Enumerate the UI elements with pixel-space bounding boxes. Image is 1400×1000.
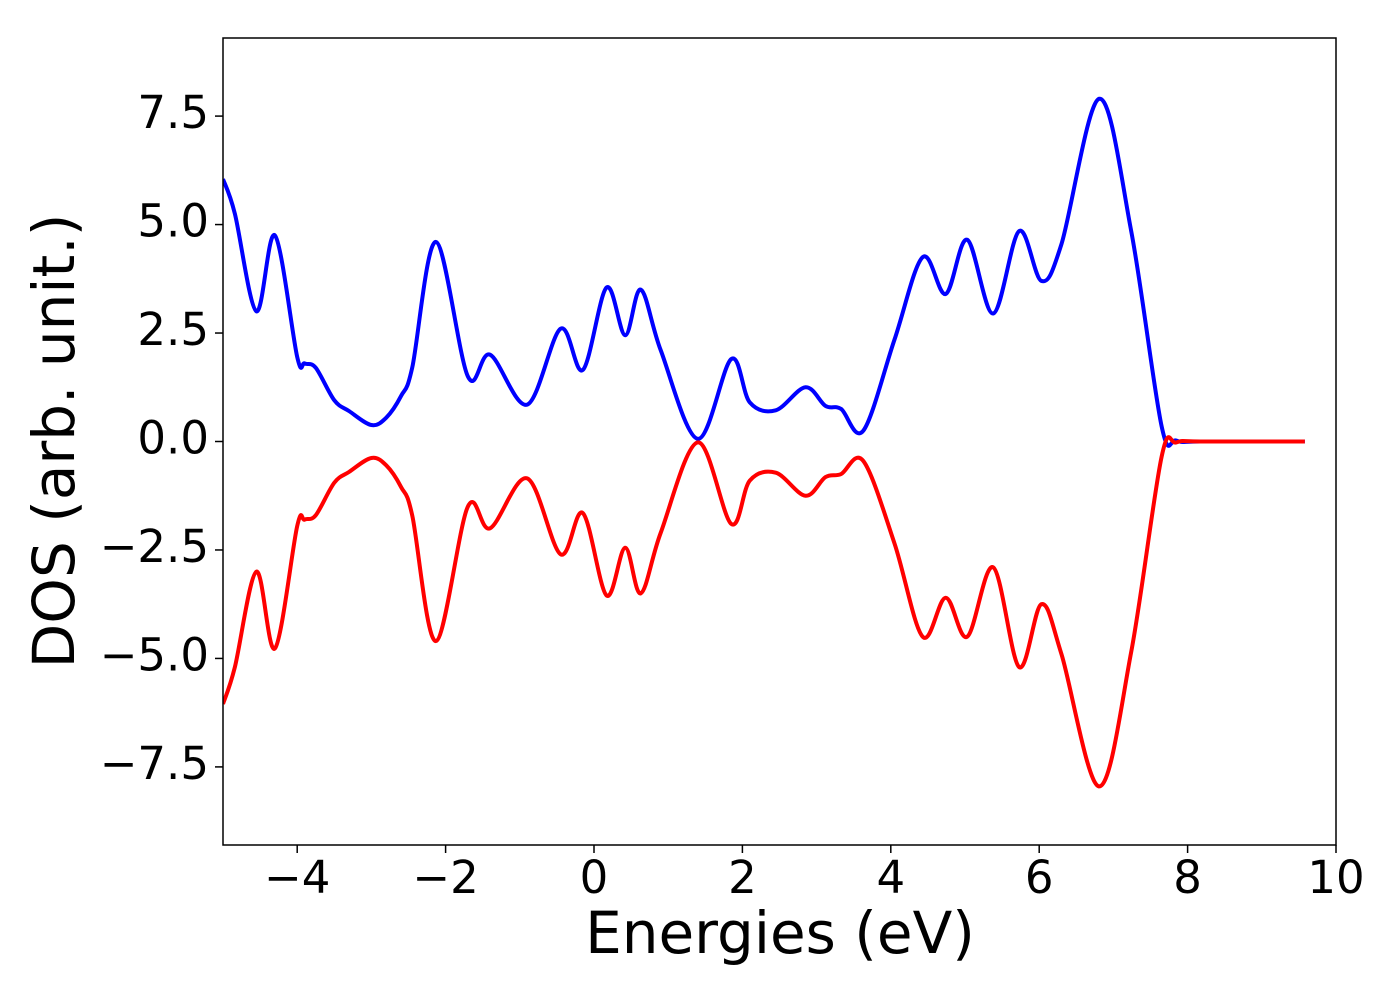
x-tick-label: 8 <box>1173 851 1202 904</box>
x-tick-label: −2 <box>412 851 478 904</box>
y-axis-label: DOS (arb. unit.) <box>20 214 88 669</box>
y-tick-label: −5.0 <box>100 628 209 681</box>
y-tick-label: 7.5 <box>137 86 209 139</box>
x-tick-label: 10 <box>1307 851 1364 904</box>
series-line <box>223 435 1305 789</box>
plot-frame <box>222 37 1337 846</box>
x-tick-label: −4 <box>264 851 330 904</box>
x-tick-label: 2 <box>728 851 757 904</box>
y-tick-label: −2.5 <box>100 520 209 573</box>
x-tick-label: 6 <box>1025 851 1054 904</box>
x-tick-label: 0 <box>580 851 609 904</box>
series-line <box>223 96 1305 448</box>
y-tick-label: 2.5 <box>137 303 209 356</box>
y-tick-label: 0.0 <box>137 412 209 465</box>
y-tick-label: 5.0 <box>137 195 209 248</box>
x-tick-label: 4 <box>876 851 905 904</box>
y-tick-label: −7.5 <box>100 737 209 790</box>
x-axis-label: Energies (eV) <box>585 899 975 967</box>
